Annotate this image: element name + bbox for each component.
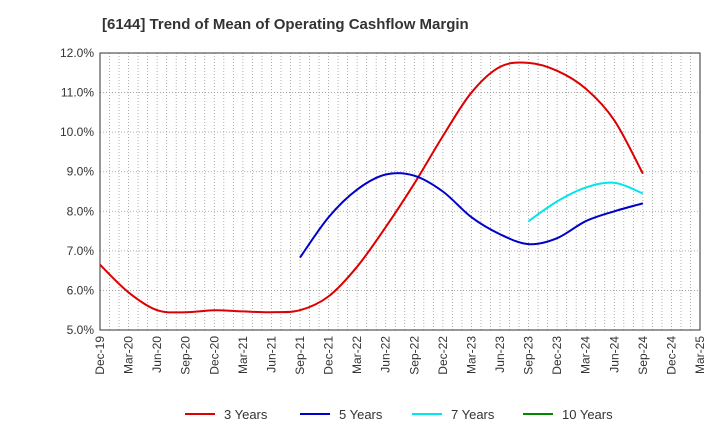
x-tick-label: Mar-25	[693, 336, 707, 374]
y-tick-label: 5.0%	[67, 323, 95, 337]
x-tick-label: Jun-22	[379, 336, 393, 373]
x-tick-label: Sep-21	[293, 336, 307, 375]
x-tick-label: Dec-19	[93, 336, 107, 375]
x-tick-label: Sep-22	[407, 336, 421, 375]
legend-label: 10 Years	[562, 407, 613, 422]
x-tick-label: Mar-24	[579, 336, 593, 374]
x-tick-label: Dec-22	[436, 336, 450, 375]
series-line-3-years	[99, 61, 644, 314]
x-tick-label: Mar-22	[350, 336, 364, 374]
legend-label: 3 Years	[224, 407, 268, 422]
chart-title: [6144] Trend of Mean of Operating Cashfl…	[102, 16, 469, 33]
y-tick-label: 7.0%	[67, 244, 95, 258]
y-tick-label: 8.0%	[67, 204, 95, 218]
x-tick-label: Sep-20	[179, 336, 193, 375]
x-tick-label: Sep-24	[636, 336, 650, 375]
plot-area-border	[99, 52, 701, 331]
series-line-5-years	[299, 172, 644, 259]
x-tick-label: Dec-21	[322, 336, 336, 375]
x-tick-label: Mar-21	[236, 336, 250, 374]
y-tick-label: 12.0%	[60, 46, 94, 60]
y-tick-label: 11.0%	[61, 86, 94, 100]
x-tick-label: Jun-24	[607, 336, 621, 373]
x-tick-label: Dec-20	[207, 336, 221, 375]
x-tick-label: Jun-21	[264, 336, 278, 373]
legend-label: 7 Years	[451, 407, 495, 422]
x-tick-label: Jun-23	[493, 336, 507, 373]
series-line-7-years	[528, 181, 644, 223]
y-tick-label: 9.0%	[67, 165, 95, 179]
x-tick-label: Mar-23	[464, 336, 478, 374]
x-tick-label: Sep-23	[522, 336, 536, 375]
y-tick-label: 6.0%	[67, 283, 95, 297]
x-tick-label: Jun-20	[150, 336, 164, 373]
legend-label: 5 Years	[339, 407, 383, 422]
x-tick-label: Dec-23	[550, 336, 564, 375]
x-tick-label: Dec-24	[664, 336, 678, 375]
y-tick-label: 10.0%	[60, 125, 94, 139]
x-tick-label: Mar-20	[122, 336, 136, 374]
